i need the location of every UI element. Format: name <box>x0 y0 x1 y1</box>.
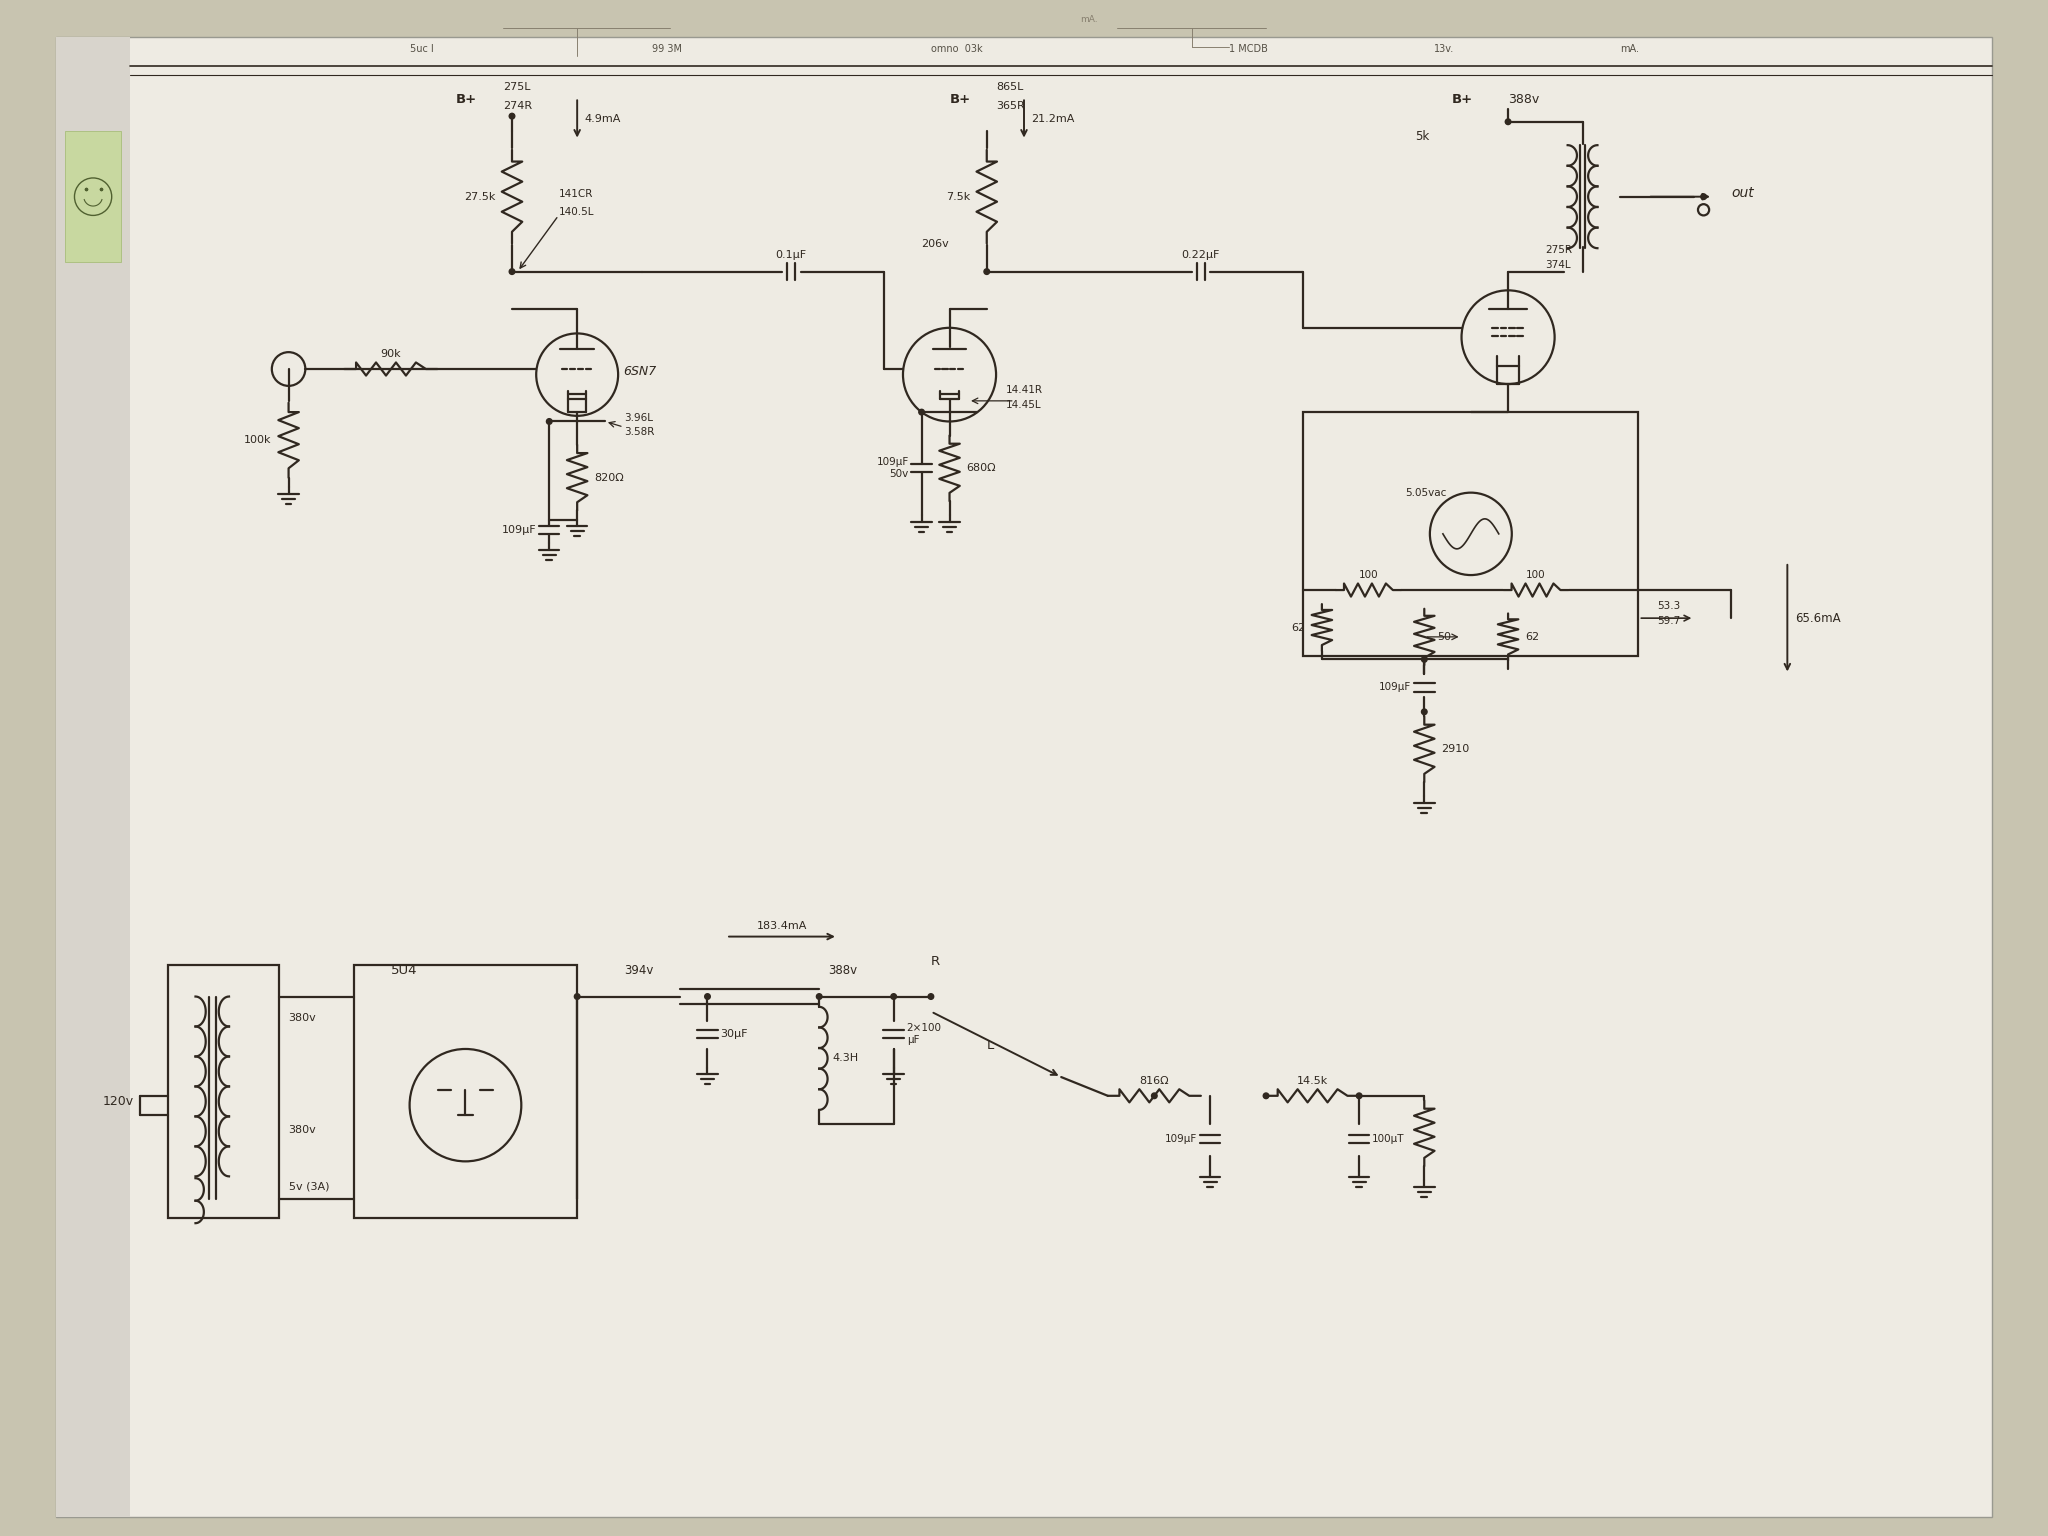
Text: 206v: 206v <box>922 240 950 249</box>
Text: 21.2mA: 21.2mA <box>1032 114 1075 124</box>
Circle shape <box>1700 194 1706 200</box>
Circle shape <box>547 419 553 424</box>
Circle shape <box>510 269 514 275</box>
Bar <box>1303 412 1638 656</box>
Circle shape <box>891 994 897 1000</box>
Circle shape <box>817 994 821 1000</box>
Text: 183.4mA: 183.4mA <box>758 922 807 931</box>
Text: 2910: 2910 <box>1442 745 1468 754</box>
Text: 109μF: 109μF <box>502 525 537 535</box>
Text: 1 MCDB: 1 MCDB <box>1229 45 1268 54</box>
Text: 14.5k: 14.5k <box>1296 1075 1329 1086</box>
Text: 3.96L: 3.96L <box>625 413 653 424</box>
Text: 4.3H: 4.3H <box>831 1054 858 1063</box>
Text: 50: 50 <box>1438 631 1452 642</box>
Text: 99 3M: 99 3M <box>651 45 682 54</box>
Bar <box>66 131 121 263</box>
Circle shape <box>1151 1094 1157 1098</box>
Text: 4.9mA: 4.9mA <box>584 114 621 124</box>
Text: 5k: 5k <box>1415 131 1430 143</box>
Text: 816Ω: 816Ω <box>1139 1075 1169 1086</box>
Text: 141CR: 141CR <box>559 189 594 198</box>
Text: 3.58R: 3.58R <box>625 427 653 436</box>
Text: 100μT: 100μT <box>1372 1134 1405 1144</box>
Circle shape <box>1421 710 1427 714</box>
Text: 109μF: 109μF <box>1165 1134 1198 1144</box>
Circle shape <box>920 409 924 415</box>
Text: 62: 62 <box>1290 622 1305 633</box>
Bar <box>354 965 578 1218</box>
Text: B+: B+ <box>950 94 971 106</box>
Text: mA.: mA. <box>1620 45 1638 54</box>
Text: 14.45L: 14.45L <box>1006 401 1040 410</box>
Bar <box>168 965 279 1218</box>
Text: 0.1μF: 0.1μF <box>776 250 807 261</box>
Circle shape <box>510 114 514 118</box>
Circle shape <box>983 269 989 275</box>
Text: 53.3: 53.3 <box>1657 601 1679 611</box>
Text: 140.5L: 140.5L <box>559 207 594 218</box>
Bar <box>55 37 131 1518</box>
Circle shape <box>1421 656 1427 662</box>
Text: 62: 62 <box>1526 631 1538 642</box>
Text: omno  03k: omno 03k <box>932 45 983 54</box>
Text: 100: 100 <box>1358 570 1378 579</box>
Text: 5uc l: 5uc l <box>410 45 434 54</box>
Text: 13v.: 13v. <box>1434 45 1454 54</box>
Text: 0.22μF: 0.22μF <box>1182 250 1221 261</box>
Text: 65.6mA: 65.6mA <box>1794 611 1841 625</box>
Text: 275L: 275L <box>502 81 530 92</box>
Text: 5v (3A): 5v (3A) <box>289 1181 330 1192</box>
Text: B+: B+ <box>457 94 477 106</box>
Text: 365R: 365R <box>995 101 1024 111</box>
Text: 380v: 380v <box>289 1126 315 1135</box>
Circle shape <box>1356 1094 1362 1098</box>
Text: 109μF
50v: 109μF 50v <box>877 458 909 479</box>
Text: 100: 100 <box>1526 570 1546 579</box>
Text: R: R <box>932 955 940 968</box>
Text: 7.5k: 7.5k <box>946 192 971 201</box>
Text: 275R: 275R <box>1546 244 1573 255</box>
Circle shape <box>928 994 934 1000</box>
Circle shape <box>1264 1094 1270 1098</box>
Text: 109μF: 109μF <box>1378 682 1411 693</box>
Text: 5U4: 5U4 <box>391 965 418 977</box>
Text: 14.41R: 14.41R <box>1006 386 1042 395</box>
Text: 120v: 120v <box>102 1095 133 1107</box>
Circle shape <box>1505 118 1511 124</box>
Text: 388v: 388v <box>1507 94 1540 106</box>
Text: 2×100
μF: 2×100 μF <box>907 1023 942 1044</box>
Circle shape <box>573 994 580 1000</box>
Text: 6SN7: 6SN7 <box>625 364 657 378</box>
Text: 380v: 380v <box>289 1012 315 1023</box>
Text: 820Ω: 820Ω <box>594 473 625 482</box>
Text: 5.05vac: 5.05vac <box>1405 488 1448 498</box>
Text: 680Ω: 680Ω <box>967 464 995 473</box>
Text: 388v: 388v <box>829 965 858 977</box>
Text: 27.5k: 27.5k <box>463 192 496 201</box>
Text: 274R: 274R <box>502 101 532 111</box>
Text: out: out <box>1731 186 1755 200</box>
Text: 59.7: 59.7 <box>1657 616 1679 625</box>
Text: 865L: 865L <box>995 81 1024 92</box>
Text: 374L: 374L <box>1546 260 1571 270</box>
Text: 30μF: 30μF <box>721 1029 748 1038</box>
Text: mA.: mA. <box>1079 15 1098 25</box>
Circle shape <box>705 994 711 1000</box>
Text: 394v: 394v <box>625 965 653 977</box>
Text: B+: B+ <box>1452 94 1473 106</box>
Text: L: L <box>987 1038 993 1052</box>
Text: 90k: 90k <box>381 349 401 359</box>
Text: 100k: 100k <box>244 435 272 445</box>
